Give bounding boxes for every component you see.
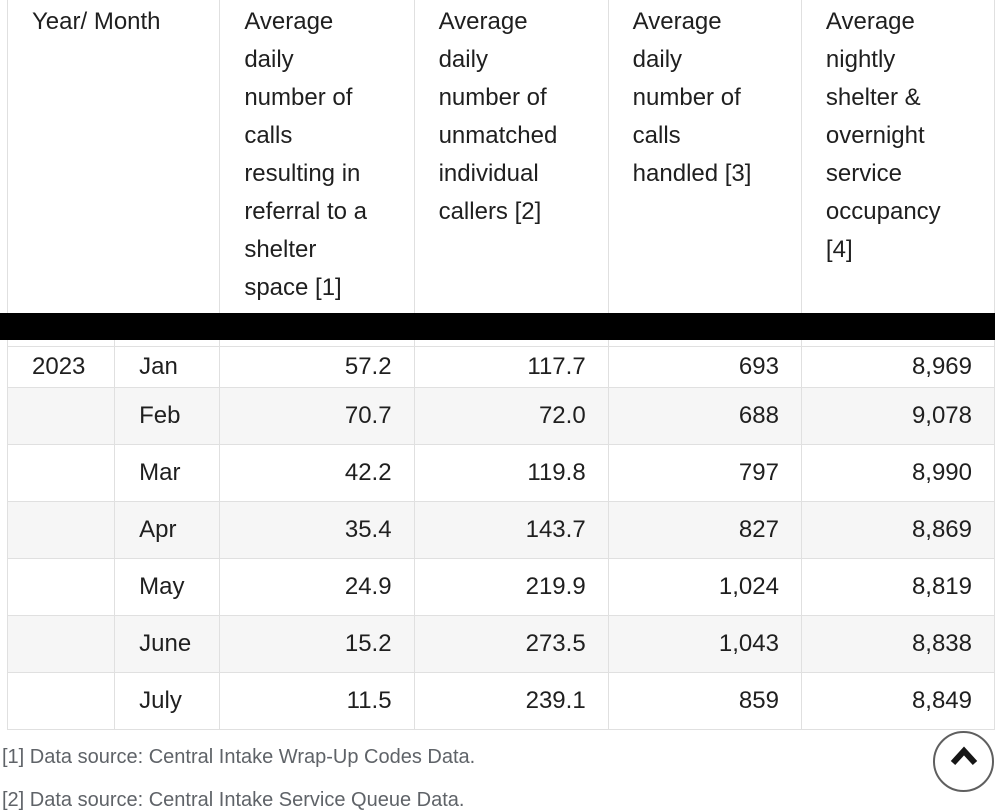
handled-cell: 693 — [607, 346, 802, 388]
header-unmatched: Average daily number of unmatched indivi… — [413, 0, 609, 316]
header-calls-handled: Average daily number of calls handled [3… — [607, 0, 802, 316]
table-row: May 24.9 219.9 1,024 8,819 — [6, 558, 995, 616]
table-header-row: Year/ Month Average daily number of call… — [6, 0, 995, 316]
occupancy-cell: 8,819 — [800, 558, 995, 616]
footnote-2: [2] Data source: Central Intake Service … — [2, 789, 465, 810]
header-year-month: Year/ Month — [6, 0, 221, 316]
footnote-1: [1] Data source: Central Intake Wrap-Up … — [2, 746, 476, 768]
header-referrals: Average daily number of calls resulting … — [219, 0, 415, 316]
month-cell: Mar — [114, 444, 221, 502]
handled-cell: 1,043 — [607, 615, 802, 673]
unmatched-cell: 117.7 — [413, 346, 609, 388]
year-cell — [6, 387, 116, 445]
referrals-cell: 70.7 — [219, 387, 415, 445]
unmatched-cell: 119.8 — [413, 444, 609, 502]
year-cell — [6, 615, 116, 673]
referrals-cell: 24.9 — [219, 558, 415, 616]
shelter-data-table: Year/ Month Average daily number of call… — [6, 0, 995, 730]
year-cell — [6, 558, 116, 616]
handled-cell: 688 — [607, 387, 802, 445]
unmatched-cell: 72.0 — [413, 387, 609, 445]
unmatched-cell: 273.5 — [413, 615, 609, 673]
unmatched-cell: 219.9 — [413, 558, 609, 616]
year-cell — [6, 501, 116, 559]
handled-cell: 859 — [607, 672, 802, 730]
chevron-up-icon — [948, 746, 980, 773]
table-row: Feb 70.7 72.0 688 9,078 — [6, 387, 995, 445]
back-to-top-button[interactable] — [933, 731, 994, 792]
occupancy-cell: 8,849 — [800, 672, 995, 730]
month-cell: July — [114, 672, 221, 730]
year-cell — [6, 444, 116, 502]
table-row: Apr 35.4 143.7 827 8,869 — [6, 501, 995, 559]
handled-cell: 1,024 — [607, 558, 802, 616]
month-cell: Apr — [114, 501, 221, 559]
year-cell: 2023 — [6, 346, 116, 388]
month-cell: June — [114, 615, 221, 673]
referrals-cell: 11.5 — [219, 672, 415, 730]
table-row: Mar 42.2 119.8 797 8,990 — [6, 444, 995, 502]
table-row: June 15.2 273.5 1,043 8,838 — [6, 615, 995, 673]
occupancy-cell: 9,078 — [800, 387, 995, 445]
month-cell: Feb — [114, 387, 221, 445]
occupancy-cell: 8,838 — [800, 615, 995, 673]
occupancy-cell: 8,990 — [800, 444, 995, 502]
year-cell — [6, 672, 116, 730]
occupancy-cell: 8,969 — [800, 346, 995, 388]
table-row: 2023 Jan 57.2 117.7 693 8,969 — [6, 346, 995, 388]
handled-cell: 827 — [607, 501, 802, 559]
referrals-cell: 35.4 — [219, 501, 415, 559]
table-row: July 11.5 239.1 859 8,849 — [6, 672, 995, 730]
month-cell: Jan — [114, 346, 221, 388]
unmatched-cell: 143.7 — [413, 501, 609, 559]
redaction-bar — [0, 313, 995, 340]
header-occupancy: Average nightly shelter & overnight serv… — [800, 0, 995, 316]
month-cell: May — [114, 558, 221, 616]
handled-cell: 797 — [607, 444, 802, 502]
unmatched-cell: 239.1 — [413, 672, 609, 730]
referrals-cell: 15.2 — [219, 615, 415, 673]
referrals-cell: 57.2 — [219, 346, 415, 388]
footnotes: [1] Data source: Central Intake Wrap-Up … — [2, 745, 902, 810]
occupancy-cell: 8,869 — [800, 501, 995, 559]
referrals-cell: 42.2 — [219, 444, 415, 502]
